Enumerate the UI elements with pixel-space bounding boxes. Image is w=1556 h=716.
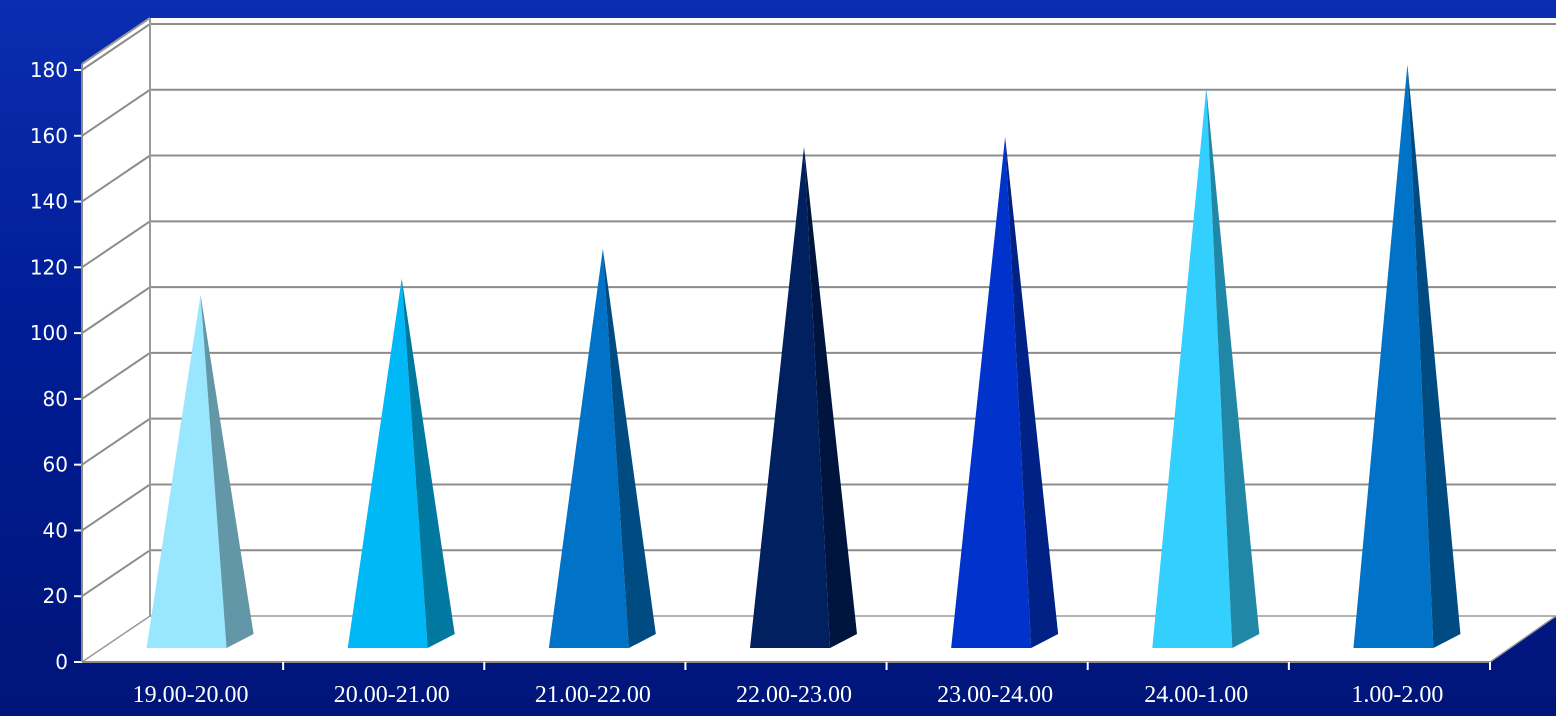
pyramid-front-face <box>347 278 428 648</box>
pyramid-front-face <box>1353 64 1434 649</box>
pyramid-front-face <box>750 146 830 649</box>
pyramid-front-face <box>951 136 1032 648</box>
pyramid-bar <box>1152 87 1260 649</box>
x-tick-label: 24.00-1.00 <box>1144 682 1248 708</box>
x-axis-tick-labels: 19.00-20.00 20.00-21.00 21.00-22.00 22.00-2… <box>133 682 1444 708</box>
top-depth-edge <box>81 17 151 65</box>
y-tick-label: 180 <box>30 58 68 82</box>
y-axis-tick-labels: 0 20 40 60 80 100 120 140 160 180 <box>30 58 68 674</box>
pyramid-bar <box>750 146 857 649</box>
chart-axes <box>74 64 1491 670</box>
pyramid-side-face <box>200 294 254 648</box>
pyramid-bar <box>548 248 656 648</box>
pyramid-bar <box>1353 64 1461 649</box>
y-tick-label: 80 <box>43 387 68 411</box>
pyramid-side-face <box>804 146 857 649</box>
x-tick-label: 20.00-21.00 <box>334 682 450 708</box>
pyramid-front-face <box>1152 87 1233 649</box>
chart-gridlines <box>81 17 1556 616</box>
pyramid-side-face <box>401 278 455 648</box>
pyramid-bar <box>951 136 1059 648</box>
x-tick-label: 21.00-22.00 <box>535 682 651 708</box>
y-tick-label: 60 <box>43 453 68 477</box>
y-tick-label: 160 <box>30 124 68 148</box>
pyramid-side-face <box>1206 87 1260 649</box>
pyramid-bar <box>146 294 254 648</box>
chart-bars <box>146 64 1461 649</box>
y-tick-label: 0 <box>55 650 68 674</box>
x-tick-label: 23.00-24.00 <box>937 682 1053 708</box>
pyramid-side-face <box>602 248 656 648</box>
y-tick-label: 140 <box>30 190 68 214</box>
pyramid-front-face <box>146 294 227 648</box>
y-tick-label: 100 <box>30 321 68 345</box>
x-tick-label: 22.00-23.00 <box>736 682 852 708</box>
y-tick-label: 120 <box>30 255 68 279</box>
pyramid-bar <box>347 278 455 648</box>
x-tick-label: 19.00-20.00 <box>133 682 249 708</box>
pyramid-side-face <box>1005 136 1059 648</box>
pyramid-side-face <box>1407 64 1461 649</box>
x-tick-label: 1.00-2.00 <box>1351 682 1443 708</box>
y-tick-label: 20 <box>43 584 68 608</box>
pyramid-front-face <box>548 248 629 648</box>
y-tick-label: 40 <box>43 518 68 542</box>
